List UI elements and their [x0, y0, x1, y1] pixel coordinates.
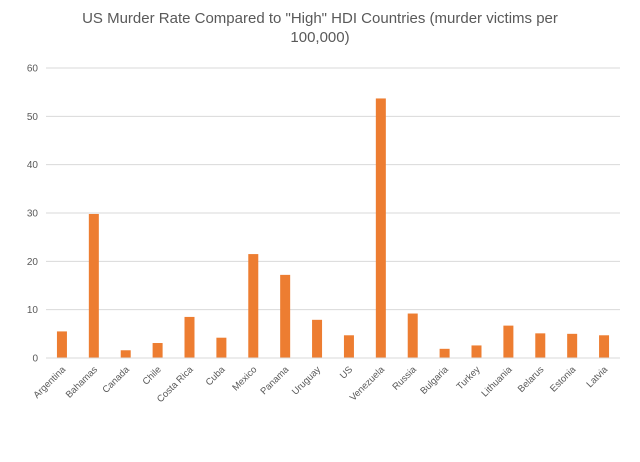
- chart-title-line-2: 100,000): [290, 29, 349, 46]
- x-tick-label: Chile: [141, 364, 164, 387]
- x-tick-label: Cuba: [204, 364, 228, 388]
- bar: [120, 350, 131, 358]
- x-tick-label: Estonia: [548, 364, 579, 395]
- y-tick-label: 40: [27, 160, 39, 171]
- y-tick-label: 30: [27, 209, 39, 220]
- x-tick-label: Belarus: [516, 364, 547, 395]
- x-tick-label: Latvia: [584, 364, 610, 390]
- y-tick-label: 20: [27, 257, 39, 268]
- x-tick-label: Panama: [258, 364, 291, 397]
- bar: [375, 98, 386, 358]
- bar: [535, 333, 546, 358]
- bar: [56, 331, 67, 358]
- x-tick-label: US: [338, 364, 355, 381]
- gridlines: [46, 67, 620, 311]
- chart-title-line-1: US Murder Rate Compared to "High" HDI Co…: [82, 10, 558, 27]
- chart-title: US Murder Rate Compared to "High" HDI Co…: [82, 10, 558, 46]
- bar: [312, 319, 323, 358]
- bar: [567, 333, 578, 358]
- x-tick-label: Mexico: [230, 364, 259, 393]
- y-tick-label: 10: [27, 305, 39, 316]
- bar: [599, 335, 610, 358]
- x-tick-label: Bahamas: [64, 364, 100, 400]
- y-tick-label: 0: [32, 354, 38, 365]
- bar: [503, 325, 514, 358]
- bar: [216, 337, 227, 358]
- y-tick-label: 50: [27, 112, 39, 123]
- x-tick-label: Uruguay: [290, 364, 323, 397]
- x-tick-label: Turkey: [455, 364, 483, 392]
- bars: [56, 98, 610, 358]
- bar: [407, 313, 418, 358]
- x-tick-label: Russia: [391, 364, 420, 393]
- x-tick-label: Bulgaria: [418, 364, 451, 397]
- bar: [280, 274, 291, 358]
- bar: [439, 348, 450, 358]
- x-tick-label: Lithuania: [479, 364, 515, 400]
- y-tick-label: 60: [27, 64, 39, 75]
- x-tick-label: Venezuela: [348, 364, 388, 404]
- bar: [471, 345, 482, 358]
- bar: [184, 316, 195, 358]
- bar: [248, 254, 259, 358]
- x-tick-label: Canada: [101, 364, 133, 396]
- bar: [88, 213, 99, 358]
- x-tick-label: Argentina: [32, 364, 69, 401]
- y-axis-tick-labels: 0 10 20 30 40 50 60: [27, 64, 39, 365]
- bar: [343, 335, 354, 358]
- bar: [152, 343, 163, 358]
